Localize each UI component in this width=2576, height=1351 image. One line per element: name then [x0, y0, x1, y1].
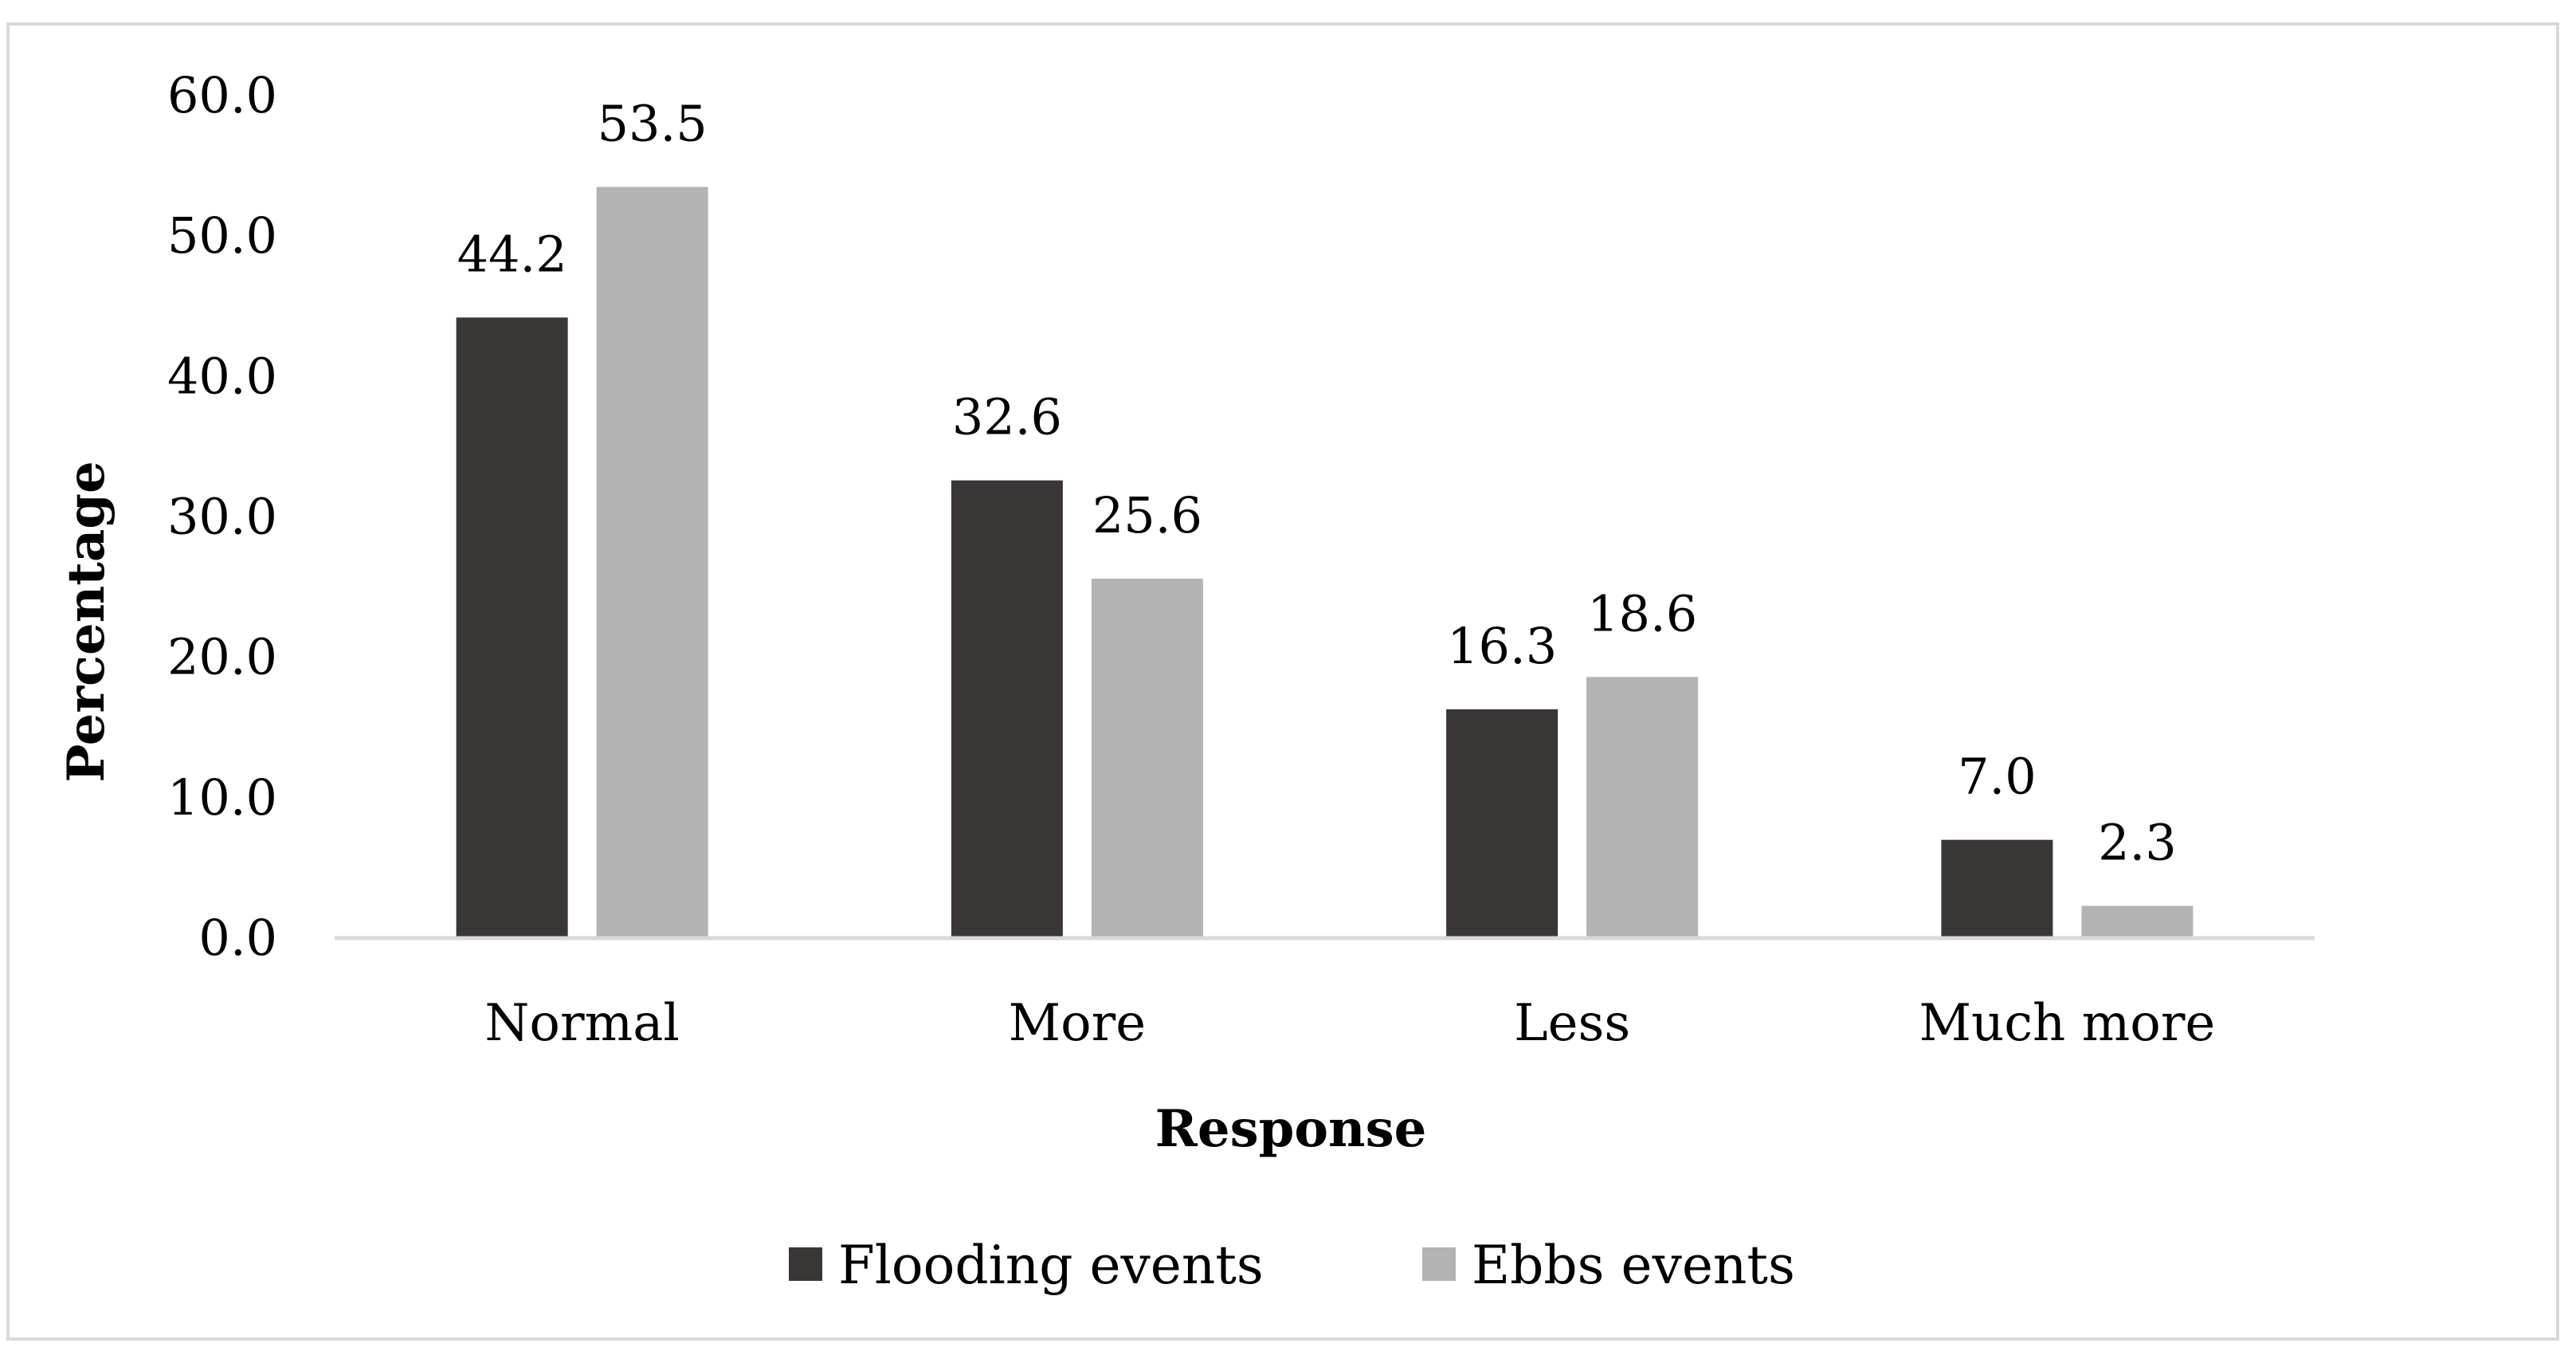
x-axis-title: Response — [1155, 1099, 1427, 1159]
x-axis: Normal More Less Much more — [484, 994, 2215, 1053]
data-label: 44.2 — [457, 225, 567, 283]
data-label: 16.3 — [1447, 617, 1557, 675]
bar-flooding-events-less — [1446, 709, 1559, 938]
y-tick-label: 60.0 — [167, 66, 277, 124]
bar-ebbs-events-less — [1586, 677, 1699, 938]
legend-swatch — [1422, 1247, 1456, 1281]
legend-label: Flooding events — [838, 1235, 1264, 1296]
chart-frame — [6, 22, 2559, 1341]
x-tick-label: Less — [1514, 994, 1630, 1053]
x-tick-label: More — [1009, 994, 1147, 1053]
y-tick-label: 10.0 — [167, 768, 277, 827]
y-tick-label: 30.0 — [167, 488, 277, 546]
y-axis-title: Percentage — [57, 461, 116, 783]
legend-label: Ebbs events — [1472, 1235, 1795, 1296]
y-tick-label: 0.0 — [198, 909, 277, 967]
data-label: 32.6 — [952, 388, 1062, 446]
data-label: 25.6 — [1092, 486, 1202, 544]
x-tick-label: Normal — [484, 994, 679, 1053]
x-tick-label: Much more — [1919, 994, 2215, 1053]
data-label: 2.3 — [2098, 813, 2177, 871]
bar-ebbs-events-more — [1091, 579, 1203, 938]
y-tick-label: 50.0 — [167, 206, 277, 265]
data-label: 18.6 — [1587, 584, 1697, 642]
data-labels: 44.2 53.5 32.6 25.6 16.3 18.6 7.0 2.3 — [457, 95, 2177, 872]
bar-flooding-events-normal — [456, 317, 568, 938]
bars — [456, 187, 2194, 939]
bar-ebbs-events-normal — [596, 187, 708, 939]
bar-ebbs-events-much-more — [2081, 905, 2194, 938]
bar-flooding-events-more — [951, 480, 1063, 938]
y-axis: 0.0 10.0 20.0 30.0 40.0 50.0 60.0 — [167, 66, 277, 967]
y-tick-label: 20.0 — [167, 628, 277, 686]
bar-flooding-events-much-more — [1941, 839, 2053, 938]
data-label: 53.5 — [598, 95, 708, 153]
legend-swatch — [789, 1247, 822, 1281]
legend: Flooding events Ebbs events — [789, 1235, 1795, 1296]
data-label: 7.0 — [1958, 748, 2037, 806]
y-tick-label: 40.0 — [167, 347, 277, 405]
